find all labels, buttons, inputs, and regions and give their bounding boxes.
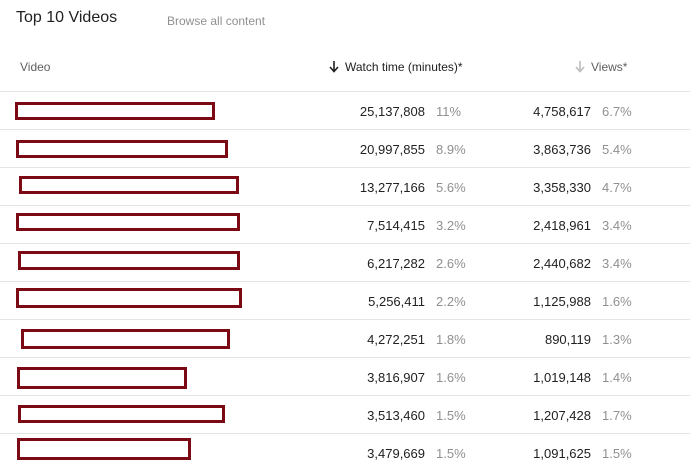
table-row[interactable]: 6,217,282 2.6% 2,440,682 3.4% [0, 243, 690, 281]
table-row[interactable]: 3,479,669 1.5% 1,091,625 1.5% [0, 433, 690, 471]
views-value: 1,091,625 [533, 446, 591, 461]
watch-time-value: 7,514,415 [367, 218, 425, 233]
table-divider [0, 167, 690, 168]
views-percent: 1.7% [602, 408, 632, 423]
table-row[interactable]: 20,997,855 8.9% 3,863,736 5.4% [0, 129, 690, 167]
views-value: 3,358,330 [533, 180, 591, 195]
views-value: 2,440,682 [533, 256, 591, 271]
views-percent: 1.4% [602, 370, 632, 385]
page-title: Top 10 Videos [16, 9, 118, 26]
views-percent: 5.4% [602, 142, 632, 157]
column-header-watch-time[interactable]: Watch time (minutes)* [329, 60, 463, 74]
views-value: 1,207,428 [533, 408, 591, 423]
redacted-video-title [19, 176, 239, 194]
views-value: 890,119 [544, 332, 591, 347]
watch-time-value: 5,256,411 [368, 294, 425, 309]
views-percent: 3.4% [602, 256, 632, 271]
column-header-views-label: Views* [591, 60, 628, 74]
watch-time-percent: 2.2% [436, 294, 466, 309]
table-row[interactable]: 4,272,251 1.8% 890,119 1.3% [0, 319, 690, 357]
watch-time-value: 3,816,907 [367, 370, 425, 385]
views-value: 2,418,961 [533, 218, 591, 233]
watch-time-value: 20,997,855 [359, 142, 425, 157]
redacted-video-title [16, 213, 240, 231]
watch-time-percent: 5.6% [436, 180, 466, 195]
arrow-down-icon [575, 61, 585, 73]
table-row[interactable]: 25,137,808 11% 4,758,617 6.7% [0, 91, 690, 129]
table-divider [0, 205, 690, 206]
table-divider [0, 395, 690, 396]
views-value: 3,863,736 [533, 142, 591, 157]
column-header-views[interactable]: Views* [575, 60, 627, 74]
redacted-video-title [18, 405, 225, 423]
table-row[interactable]: 3,513,460 1.5% 1,207,428 1.7% [0, 395, 690, 433]
watch-time-percent: 1.5% [436, 446, 466, 461]
table-divider [0, 243, 690, 244]
watch-time-value: 13,277,166 [359, 180, 425, 195]
table-divider [0, 433, 690, 434]
watch-time-value: 25,137,808 [359, 104, 425, 119]
watch-time-percent: 2.6% [436, 256, 466, 271]
watch-time-percent: 1.5% [436, 408, 466, 423]
browse-all-content-link[interactable]: Browse all content [167, 14, 266, 28]
redacted-video-title [15, 102, 215, 120]
views-percent: 4.7% [602, 180, 632, 195]
watch-time-percent: 1.6% [436, 370, 466, 385]
redacted-video-title [18, 251, 240, 270]
table-divider [0, 281, 690, 282]
views-percent: 3.4% [602, 218, 632, 233]
redacted-video-title [17, 367, 187, 389]
table-divider [0, 129, 690, 130]
redacted-video-title [17, 438, 191, 460]
views-percent: 1.6% [602, 294, 632, 309]
watch-time-value: 3,479,669 [367, 446, 425, 461]
watch-time-value: 6,217,282 [367, 256, 425, 271]
table-row[interactable]: 5,256,411 2.2% 1,125,988 1.6% [0, 281, 690, 319]
table-row[interactable]: 13,277,166 5.6% 3,358,330 4.7% [0, 167, 690, 205]
watch-time-percent: 3.2% [436, 218, 466, 233]
views-percent: 1.5% [602, 446, 632, 461]
watch-time-percent: 11% [436, 104, 462, 119]
views-percent: 1.3% [602, 332, 632, 347]
arrow-down-icon [329, 61, 339, 73]
column-header-watch-time-label: Watch time (minutes)* [345, 60, 463, 74]
table-row[interactable]: 3,816,907 1.6% 1,019,148 1.4% [0, 357, 690, 395]
views-percent: 6.7% [602, 104, 632, 119]
views-value: 1,125,988 [533, 294, 591, 309]
table-divider [0, 319, 690, 320]
watch-time-percent: 8.9% [436, 142, 466, 157]
views-value: 1,019,148 [533, 370, 591, 385]
table-divider [0, 91, 690, 92]
redacted-video-title [16, 288, 242, 308]
column-header-video: Video [20, 60, 51, 74]
watch-time-value: 4,272,251 [367, 332, 425, 347]
watch-time-value: 3,513,460 [367, 408, 425, 423]
watch-time-percent: 1.8% [436, 332, 466, 347]
redacted-video-title [16, 140, 228, 158]
views-value: 4,758,617 [533, 104, 591, 119]
table-divider [0, 357, 690, 358]
table-row[interactable]: 7,514,415 3.2% 2,418,961 3.4% [0, 205, 690, 243]
redacted-video-title [21, 329, 230, 349]
